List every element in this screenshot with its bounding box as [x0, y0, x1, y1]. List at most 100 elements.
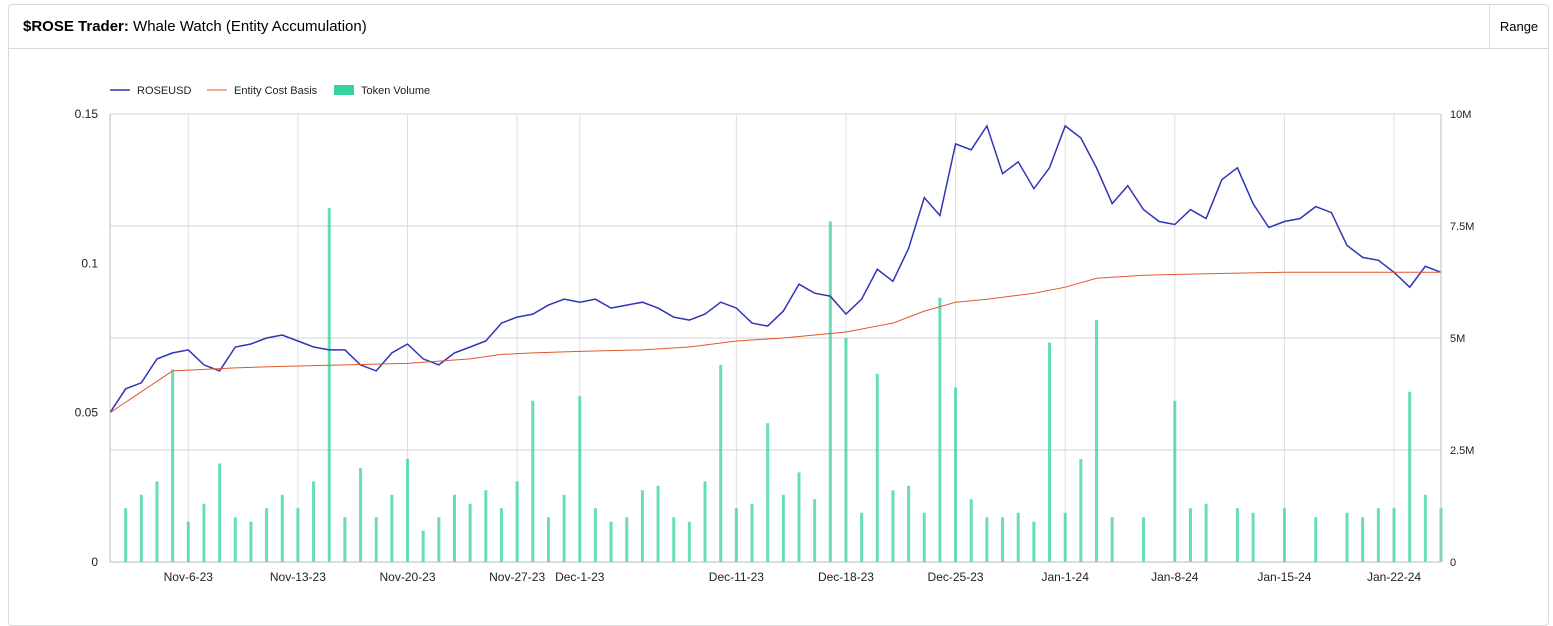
volume-bar — [1361, 517, 1365, 562]
volume-bar — [202, 503, 206, 562]
volume-bar — [531, 400, 535, 562]
volume-bar — [1408, 391, 1412, 562]
volume-bar — [1048, 342, 1052, 562]
cost-basis-line — [109, 271, 1441, 414]
volume-bar — [562, 494, 566, 562]
x-tick-label: Jan-8-24 — [1151, 570, 1199, 584]
x-tick-label: Nov-20-23 — [380, 570, 436, 584]
volume-bar — [1251, 512, 1255, 562]
volume-bar — [797, 472, 801, 562]
volume-bar — [124, 508, 128, 562]
volume-bar — [327, 208, 331, 562]
volume-bar — [625, 517, 629, 562]
volume-bar — [844, 338, 848, 562]
y-left-tick-label: 0.15 — [75, 107, 99, 121]
volume-bar — [1314, 517, 1318, 562]
title-bold: $ROSE Trader: — [23, 18, 129, 35]
volume-bar — [1001, 517, 1005, 562]
volume-bar — [1376, 508, 1380, 562]
page-title: $ROSE Trader: Whale Watch (Entity Accumu… — [23, 18, 367, 35]
volume-bar — [985, 517, 989, 562]
volume-bar — [1188, 508, 1192, 562]
y-left-tick-label: 0 — [91, 555, 98, 569]
volume-bar — [296, 508, 300, 562]
volume-bar — [155, 481, 159, 562]
chart-legend: ROSEUSD Entity Cost Basis Token Volume — [110, 85, 430, 97]
volume-bar — [672, 517, 676, 562]
volume-bar — [171, 369, 175, 562]
volume-bar — [734, 508, 738, 562]
legend-label: ROSEUSD — [137, 85, 191, 97]
volume-bar — [1392, 508, 1396, 562]
volume-bar — [437, 517, 441, 562]
x-tick-label: Nov-6-23 — [164, 570, 214, 584]
legend-label: Token Volume — [361, 85, 430, 97]
legend-swatch-volume — [334, 85, 354, 95]
line-series — [109, 124, 1442, 414]
volume-bar — [687, 521, 691, 562]
volume-bar — [390, 494, 394, 562]
volume-bar — [1173, 400, 1177, 562]
volume-bar — [312, 481, 316, 562]
volume-bar — [1110, 517, 1114, 562]
volume-bar — [218, 463, 222, 562]
volume-bar — [640, 490, 644, 562]
y-left-tick-label: 0.1 — [81, 256, 98, 270]
volume-bar — [499, 508, 503, 562]
volume-bar — [1235, 508, 1239, 562]
x-tick-label: Dec-18-23 — [818, 570, 874, 584]
volume-bar — [1016, 512, 1020, 562]
volume-bar — [719, 364, 723, 562]
volume-bar — [875, 373, 879, 562]
volume-bar — [609, 521, 613, 562]
volume-bar — [1345, 512, 1349, 562]
volume-bar — [1204, 503, 1208, 562]
volume-bar — [860, 512, 864, 562]
volume-bar — [515, 481, 519, 562]
y-right-tick-label: 2.5M — [1450, 445, 1474, 457]
x-tick-label: Dec-25-23 — [928, 570, 984, 584]
volume-bar — [938, 297, 942, 562]
volume-bar — [421, 530, 425, 562]
y-right-tick-label: 10M — [1450, 109, 1471, 121]
volume-bar — [907, 485, 911, 562]
y-right-tick-label: 5M — [1450, 333, 1465, 345]
volume-bar — [781, 494, 785, 562]
volume-bar — [343, 517, 347, 562]
volume-bar — [593, 508, 597, 562]
volume-bar — [656, 485, 660, 562]
volume-bar — [828, 221, 832, 562]
volume-bar — [406, 458, 410, 562]
x-tick-label: Dec-11-23 — [709, 570, 764, 584]
x-tick-label: Nov-27-23 — [489, 570, 545, 584]
volume-bar — [813, 499, 817, 562]
volume-bar — [954, 387, 958, 562]
volume-bar — [468, 503, 472, 562]
volume-bar — [969, 499, 973, 562]
x-tick-label: Nov-13-23 — [270, 570, 326, 584]
volume-bar — [1079, 458, 1083, 562]
volume-bar — [452, 494, 456, 562]
title-rest: Whale Watch (Entity Accumulation) — [133, 18, 367, 35]
x-tick-label: Dec-1-23 — [555, 570, 605, 584]
volume-bar — [1095, 320, 1099, 562]
volume-bar — [578, 396, 582, 562]
x-tick-label: Jan-15-24 — [1257, 570, 1311, 584]
chart-axes: 0 2.5M 5M 7.5M 10M 0 0.05 0.1 0.15 Nov-6-23 Nov-13… — [75, 107, 1475, 584]
volume-bar — [750, 503, 754, 562]
y-right-tick-label: 7.5M — [1450, 221, 1474, 233]
volume-bar — [1063, 512, 1067, 562]
volume-bar — [249, 521, 253, 562]
legend-label: Entity Cost Basis — [234, 85, 318, 97]
range-button[interactable]: Range — [1489, 5, 1548, 48]
volume-bar — [1423, 494, 1427, 562]
volume-bar — [766, 423, 770, 562]
volume-bar — [484, 490, 488, 562]
volume-bar — [359, 467, 363, 562]
volume-bar — [1282, 508, 1286, 562]
volume-bar — [374, 517, 378, 562]
volume-bar — [1141, 517, 1145, 562]
y-left-tick-label: 0.05 — [75, 406, 99, 420]
volume-bar — [265, 508, 269, 562]
